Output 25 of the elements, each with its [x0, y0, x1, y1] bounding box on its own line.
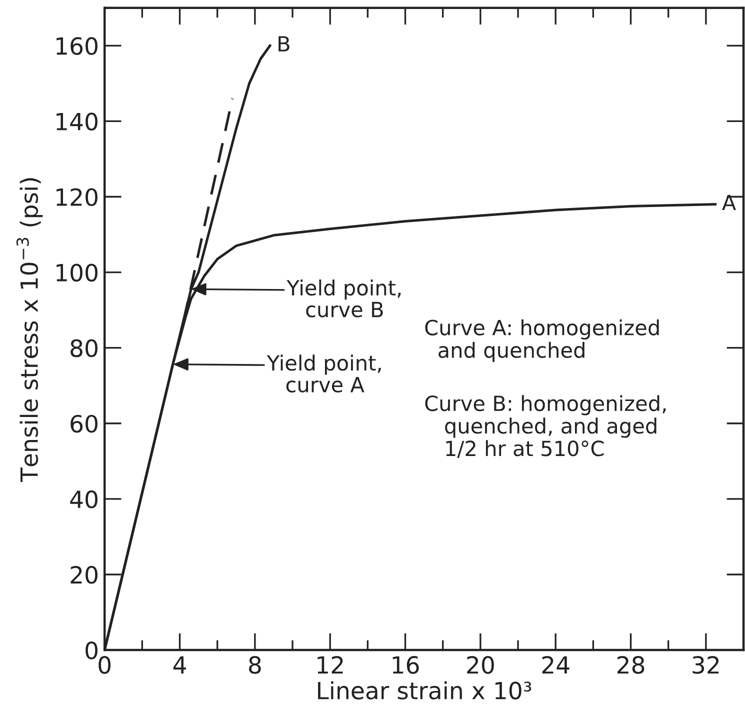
- y-tick-label: 140: [56, 112, 98, 131]
- y-tick-label: 40: [70, 490, 98, 508]
- x-tick-label: 28: [617, 656, 644, 674]
- annotation: Curve A: homogenized and quenched: [425, 319, 659, 362]
- y-axis-title: Tensile stress x 10$^{−3}$ (psi): [16, 178, 43, 482]
- y-tick-label: 20: [70, 566, 98, 584]
- annotation: Curve B: homogenized, quenched, and aged 1/2 hr at 510°C: [425, 395, 666, 458]
- y-tick-label: 160: [56, 37, 98, 55]
- x-tick-label: 32: [692, 656, 719, 674]
- x-tick-label: 8: [249, 656, 261, 674]
- annotation: Yield point, curve B: [286, 280, 401, 318]
- y-tick-label: 120: [56, 188, 98, 206]
- y-tick-label: 80: [70, 339, 98, 358]
- x-tick-label: 12: [318, 656, 343, 674]
- x-tick-label: 4: [173, 656, 186, 674]
- x-tick-label: 24: [542, 656, 570, 674]
- y-tick-label: 100: [56, 264, 98, 282]
- annotation: B: [278, 36, 290, 52]
- x-tick-label: 16: [392, 656, 419, 674]
- y-tick-label: 60: [70, 414, 98, 433]
- annotation: Yield point, curve A: [266, 354, 381, 393]
- x-tick-label: 0: [98, 656, 111, 674]
- x-tick-label: 20: [467, 656, 494, 674]
- y-tick-label: 0: [86, 641, 98, 660]
- x-axis-title: Linear strain x 10³: [318, 681, 532, 700]
